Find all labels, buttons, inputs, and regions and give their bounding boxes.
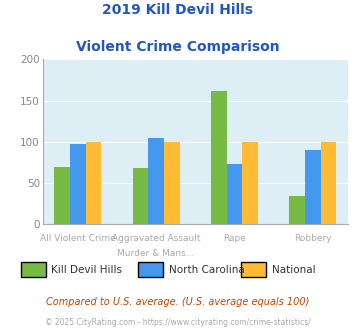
Bar <box>226 164 242 224</box>
Bar <box>164 142 180 224</box>
Bar <box>321 142 336 224</box>
Bar <box>211 91 226 224</box>
Bar <box>86 142 101 224</box>
Text: © 2025 CityRating.com - https://www.cityrating.com/crime-statistics/: © 2025 CityRating.com - https://www.city… <box>45 318 310 327</box>
Text: National: National <box>272 265 315 275</box>
Text: 2019 Kill Devil Hills: 2019 Kill Devil Hills <box>102 3 253 17</box>
Bar <box>70 144 86 224</box>
Bar <box>148 138 164 224</box>
Bar <box>242 142 258 224</box>
Text: Compared to U.S. average. (U.S. average equals 100): Compared to U.S. average. (U.S. average … <box>46 297 309 307</box>
Bar <box>54 167 70 224</box>
Text: All Violent Crime: All Violent Crime <box>40 234 116 243</box>
Text: Violent Crime Comparison: Violent Crime Comparison <box>76 40 279 53</box>
Bar <box>133 168 148 224</box>
Text: North Carolina: North Carolina <box>169 265 244 275</box>
Bar <box>305 150 321 224</box>
Bar <box>289 195 305 224</box>
Text: Aggravated Assault: Aggravated Assault <box>112 234 200 243</box>
Text: Kill Devil Hills: Kill Devil Hills <box>51 265 122 275</box>
Text: Murder & Mans...: Murder & Mans... <box>118 249 195 258</box>
Text: Rape: Rape <box>223 234 246 243</box>
Text: Robbery: Robbery <box>294 234 332 243</box>
